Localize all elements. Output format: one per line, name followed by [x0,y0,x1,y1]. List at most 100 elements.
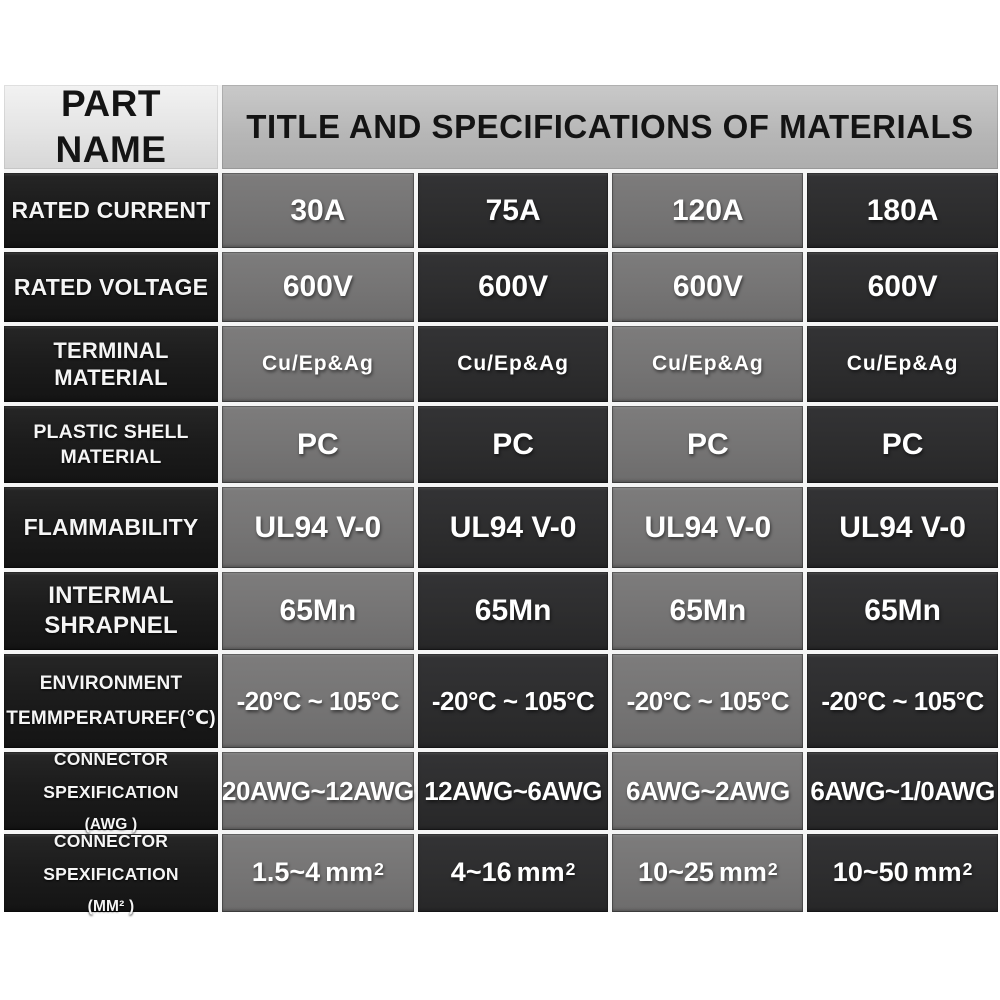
row-label-text: PLASTIC SHELL MATERIAL [33,421,189,468]
value-text: PC [881,427,924,461]
value-text: -20°C ~ 105°C [626,685,790,716]
value-cell: -20°C ~ 105°C [222,654,414,748]
value-cell: 20AWG~12AWG [222,752,414,830]
unit-exponent: 2 [374,859,384,880]
value-cell: 600V [417,252,609,322]
value-cell: UL94 V-0 [807,487,998,568]
value-text: 75A [485,193,541,227]
unit-exponent: 2 [962,859,973,880]
value-cell: 75A [417,173,609,248]
value-cell: Cu/Ep&Ag [222,326,414,402]
value-cell: 600V [612,252,804,322]
title-header-label: TITLE AND SPECIFICATIONS OF MATERIALS [246,108,974,146]
value-text: 120A [672,193,744,227]
value-text: -20°C ~ 105°C [431,685,595,716]
value-text: 600V [478,270,549,304]
value-text: 10~25 [638,857,714,888]
row-label-environment-temperature: ENVIRONMENT TEMMPERATUREF(℃) [4,654,218,748]
value-text: 65Mn [279,594,357,628]
value-cell: PC [612,406,804,483]
row-label-connector-spec-mm2: CONNECTOR SPEXIFICATION (MM² ) [4,831,218,915]
value-cell: PC [222,406,414,483]
row-label-text: CONNECTOR SPEXIFICATION [43,749,179,803]
value-cell: 65Mn [612,572,804,650]
value-text: 600V [672,270,743,304]
value-cell: 6AWG~1/0AWG [807,752,998,830]
value-cell: 12AWG~6AWG [417,752,609,830]
value-text: UL94 V-0 [644,510,772,544]
value-cell: 6AWG~2AWG [612,752,804,830]
row-label-text: FLAMMABILITY [23,514,199,541]
value-text: 20AWG~12AWG [222,775,414,806]
row-label-plastic-shell-material: PLASTIC SHELL MATERIAL [4,406,218,483]
row-label-flammability: FLAMMABILITY [4,487,218,568]
value-text: Cu/Ep&Ag [261,351,374,375]
value-cell: -20°C ~ 105°C [417,654,609,748]
value-text: UL94 V-0 [449,510,577,544]
value-cell: -20°C ~ 105°C [612,654,804,748]
value-text: PC [297,427,339,461]
value-text: 6AWG~2AWG [625,775,790,806]
value-text: 65Mn [669,594,747,628]
value-cell: 600V [222,252,414,322]
value-text: 30A [290,193,346,227]
value-cell: 180A [807,173,998,248]
value-text: 6AWG~1/0AWG [810,775,995,806]
unit-text: mm [718,857,767,888]
value-text: UL94 V-0 [839,510,966,544]
row-label-text: TEMMPERATUREF(℃) [6,708,216,729]
value-cell: 30A [222,173,414,248]
value-cell: Cu/Ep&Ag [807,326,998,402]
value-text: Cu/Ep&Ag [457,351,570,375]
value-text: UL94 V-0 [254,510,382,544]
row-label-terminal-material: TERMINAL MATERIAL [4,326,218,402]
value-text: -20°C ~ 105°C [821,685,984,716]
value-cell: -20°C ~ 105°C [807,654,998,748]
row-label-text: INTERMAL SHRAPNEL [44,582,178,639]
value-cell: Cu/Ep&Ag [612,326,804,402]
value-cell: 10~50 mm 2 [807,834,998,912]
value-cell: 10~25 mm 2 [612,834,804,912]
unit-text: mm [325,857,374,888]
row-label-rated-voltage: RATED VOLTAGE [4,252,218,322]
value-cell: PC [807,406,998,483]
unit-text: mm [913,857,962,888]
spec-table: PART NAME TITLE AND SPECIFICATIONS OF MA… [4,83,998,915]
value-cell: 65Mn [417,572,609,650]
value-text: PC [492,427,534,461]
value-cell: UL94 V-0 [222,487,414,568]
row-label-text: RATED VOLTAGE [13,273,209,300]
value-text: 65Mn [474,594,552,628]
part-name-header: PART NAME [4,83,218,170]
value-cell: PC [417,406,609,483]
value-text: 180A [866,193,939,227]
value-cell: 65Mn [807,572,998,650]
unit-exponent: 2 [767,859,778,880]
value-cell: 120A [612,173,804,248]
row-label-text: TERMINAL MATERIAL [53,337,169,391]
value-text: -20°C ~ 105°C [236,685,400,716]
value-text: 12AWG~6AWG [424,775,602,806]
value-text: Cu/Ep&Ag [651,351,764,375]
value-text: 10~50 [832,857,909,888]
row-label-text: CONNECTOR SPEXIFICATION [43,831,179,885]
unit-text: mm [516,857,565,888]
value-cell: UL94 V-0 [612,487,804,568]
value-cell: Cu/Ep&Ag [417,326,609,402]
value-cell: UL94 V-0 [417,487,609,568]
part-name-header-label: PART NAME [55,82,167,170]
value-text: 600V [282,270,353,304]
value-text: 600V [867,270,938,304]
row-label-text: RATED CURRENT [11,197,211,224]
value-text: 65Mn [864,594,941,628]
unit-exponent: 2 [565,859,576,880]
row-label-text: ENVIRONMENT [39,672,183,694]
value-text: 1.5~4 [251,857,321,888]
title-header: TITLE AND SPECIFICATIONS OF MATERIALS [222,85,998,169]
value-text: Cu/Ep&Ag [846,351,959,375]
value-cell: 600V [807,252,998,322]
value-cell: 1.5~4 mm 2 [222,834,414,912]
value-cell: 4~16 mm 2 [417,834,609,912]
value-text: 4~16 [450,857,512,888]
